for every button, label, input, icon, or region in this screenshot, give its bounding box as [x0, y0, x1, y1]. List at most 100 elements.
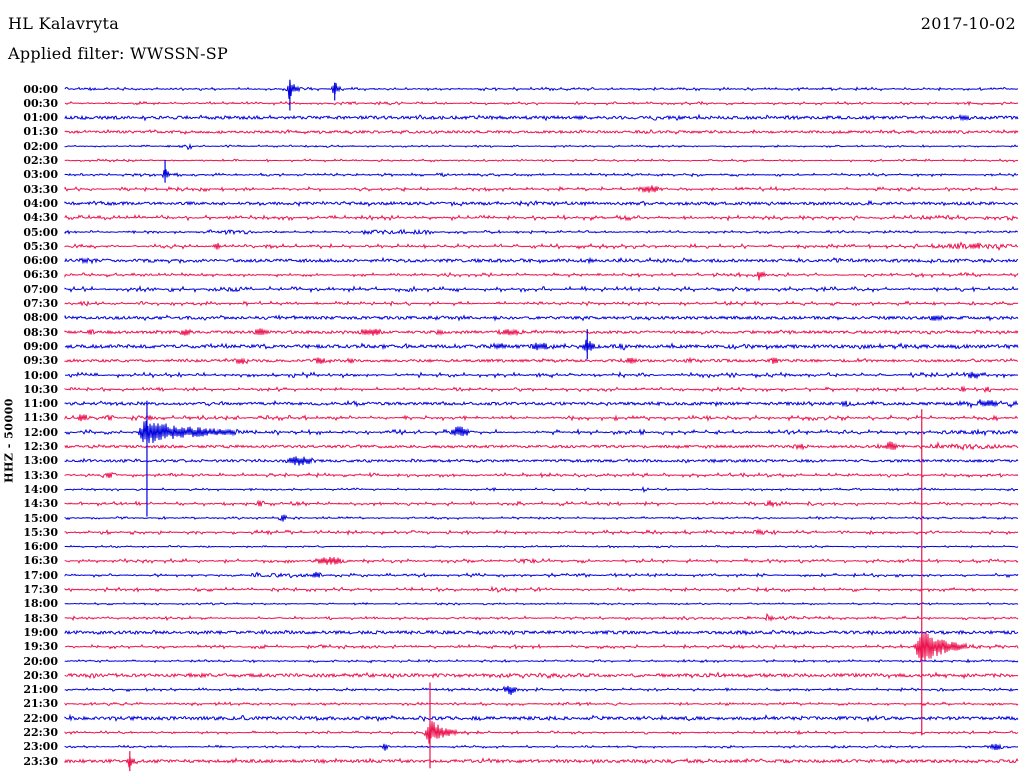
trace-03:30 — [64, 185, 1019, 194]
time-label: 14:00 — [23, 482, 58, 496]
time-label: 19:00 — [23, 625, 58, 639]
time-label: 13:30 — [23, 468, 58, 482]
trace-03:00 — [64, 169, 1019, 179]
time-label: 06:30 — [23, 268, 58, 282]
time-label: 04:30 — [23, 211, 58, 225]
time-label: 01:30 — [23, 125, 58, 139]
trace-07:30 — [64, 300, 1019, 307]
trace-05:30 — [64, 241, 1019, 251]
time-label: 05:00 — [23, 225, 58, 239]
time-label: 23:00 — [23, 740, 58, 754]
trace-17:00 — [64, 571, 1019, 579]
time-label: 00:30 — [23, 96, 58, 110]
trace-20:30 — [64, 671, 1019, 680]
time-label: 02:30 — [23, 154, 58, 167]
time-label: 16:30 — [23, 554, 58, 568]
trace-22:00 — [64, 713, 1019, 723]
trace-23:30 — [64, 756, 1019, 768]
time-label: 19:30 — [23, 640, 58, 654]
time-label: 15:30 — [23, 525, 58, 539]
trace-00:00 — [64, 80, 1019, 99]
trace-13:30 — [64, 471, 1019, 479]
trace-07:00 — [64, 285, 1019, 294]
time-label: 18:30 — [23, 611, 58, 625]
time-label: 12:30 — [23, 440, 58, 453]
trace-21:30 — [64, 701, 1019, 707]
trace-16:00 — [64, 544, 1019, 549]
time-label: 09:00 — [23, 339, 58, 353]
trace-08:00 — [64, 314, 1019, 322]
trace-11:00 — [64, 399, 1019, 410]
time-label: 17:00 — [23, 568, 58, 582]
time-label: 22:00 — [23, 711, 58, 725]
time-label: 07:00 — [23, 282, 58, 296]
station-title: HL Kalavryta — [8, 14, 120, 33]
trace-16:30 — [64, 556, 1019, 565]
time-label: 03:30 — [23, 182, 58, 196]
time-label: 08:30 — [23, 325, 58, 339]
trace-06:00 — [64, 256, 1019, 265]
trace-12:00 — [64, 420, 1019, 444]
filter-label: Applied filter: WWSSN-SP — [8, 44, 229, 63]
trace-18:00 — [64, 601, 1019, 606]
time-label: 21:30 — [23, 697, 58, 711]
time-label: 15:00 — [23, 511, 58, 525]
trace-15:00 — [64, 514, 1019, 522]
time-label: 03:00 — [23, 168, 58, 182]
time-label: 05:30 — [23, 239, 58, 253]
trace-14:30 — [64, 499, 1019, 509]
time-label: 00:00 — [23, 82, 58, 96]
trace-01:00 — [64, 113, 1019, 122]
time-label: 11:00 — [23, 397, 58, 411]
time-label: 10:30 — [23, 382, 58, 396]
time-label: 07:30 — [23, 297, 58, 310]
trace-13:00 — [64, 456, 1019, 466]
record-date: 2017-10-02 — [920, 14, 1016, 33]
time-label: 11:30 — [23, 411, 58, 425]
trace-10:00 — [64, 370, 1018, 380]
trace-01:30 — [64, 128, 1019, 135]
time-label: 09:30 — [23, 354, 58, 368]
time-label: 14:30 — [23, 497, 58, 511]
time-label: 01:00 — [23, 111, 58, 125]
trace-08:30 — [64, 328, 1019, 337]
trace-05:00 — [64, 228, 1019, 236]
trace-14:00 — [64, 486, 1019, 494]
time-label: 12:00 — [23, 425, 58, 439]
time-label: 23:30 — [23, 754, 58, 768]
trace-19:30 — [64, 631, 1019, 662]
time-label: 04:00 — [23, 196, 58, 210]
time-label: 02:00 — [23, 139, 58, 153]
trace-21:00 — [64, 685, 1019, 695]
trace-00:30 — [64, 100, 1019, 107]
time-label: 17:30 — [23, 583, 58, 596]
time-label: 20:30 — [23, 668, 58, 682]
trace-19:00 — [64, 629, 1019, 637]
time-label: 08:00 — [23, 311, 58, 325]
time-label: 20:00 — [23, 654, 58, 668]
trace-20:00 — [64, 658, 1019, 664]
time-label: 18:00 — [23, 597, 58, 611]
trace-10:30 — [64, 385, 1019, 394]
time-label: 13:00 — [23, 454, 58, 468]
trace-02:00 — [64, 142, 1019, 151]
trace-17:30 — [64, 585, 1019, 593]
trace-11:30 — [64, 414, 1019, 422]
trace-23:00 — [64, 743, 1019, 751]
trace-12:30 — [64, 441, 1019, 452]
trace-09:30 — [64, 356, 1019, 365]
time-label: 21:00 — [23, 683, 58, 697]
time-label: 16:00 — [23, 540, 58, 554]
trace-09:00 — [64, 339, 1019, 353]
trace-15:30 — [64, 528, 1019, 536]
time-label: 22:30 — [23, 726, 58, 739]
time-label: 06:00 — [23, 254, 58, 268]
trace-18:30 — [64, 612, 1019, 622]
trace-04:00 — [64, 199, 1019, 208]
trace-22:30 — [64, 720, 1019, 744]
time-label: 10:00 — [23, 368, 58, 382]
trace-04:30 — [64, 213, 1019, 222]
trace-06:30 — [64, 270, 1019, 281]
